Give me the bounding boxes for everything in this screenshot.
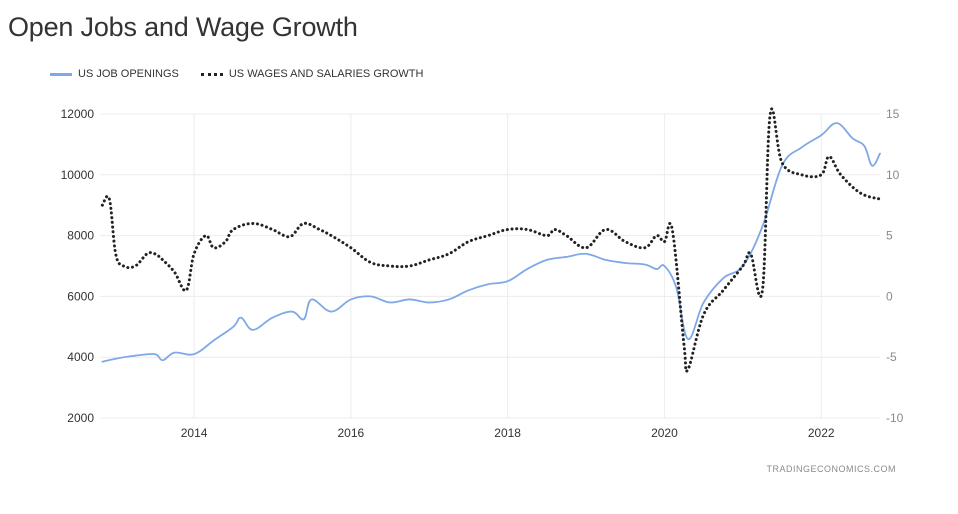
legend-item-wage-growth[interactable]: US WAGES AND SALARIES GROWTH [200, 68, 424, 80]
legend-swatch-solid [50, 72, 72, 76]
page-title: Open Jobs and Wage Growth [8, 12, 358, 42]
y-right-tick-label: 15 [886, 107, 900, 121]
legend-label-wage-growth: US WAGES AND SALARIES GROWTH [228, 68, 424, 80]
y-right-tick-label: -10 [886, 411, 904, 425]
y-right-tick-label: -5 [886, 350, 897, 364]
series-line-wage-growth [100, 107, 882, 373]
source-attribution[interactable]: TRADINGECONOMICS.COM [766, 464, 896, 474]
y-left-tick-label: 2000 [67, 411, 94, 425]
y-left-tick-label: 4000 [67, 350, 94, 364]
x-tick-label: 2014 [181, 426, 208, 440]
y-left-tick-label: 6000 [67, 289, 94, 303]
x-tick-label: 2018 [494, 426, 521, 440]
legend-label-job-openings: US JOB OPENINGS [78, 68, 179, 80]
series-line-job-openings [101, 122, 881, 363]
y-left-tick-label: 12000 [61, 107, 95, 121]
x-tick-label: 2016 [338, 426, 365, 440]
y-left-tick-label: 10000 [61, 168, 95, 182]
x-tick-label: 2020 [651, 426, 678, 440]
legend-swatch-dotted [200, 72, 223, 76]
y-right-tick-label: 10 [886, 168, 900, 182]
chart-legend: US JOB OPENINGS US WAGES AND SALARIES GR… [50, 68, 445, 80]
legend-item-job-openings[interactable]: US JOB OPENINGS [50, 68, 179, 80]
y-right-tick-label: 5 [886, 229, 893, 243]
y-right-tick-label: 0 [886, 289, 893, 303]
y-left-tick-label: 8000 [67, 229, 94, 243]
x-tick-label: 2022 [808, 426, 835, 440]
